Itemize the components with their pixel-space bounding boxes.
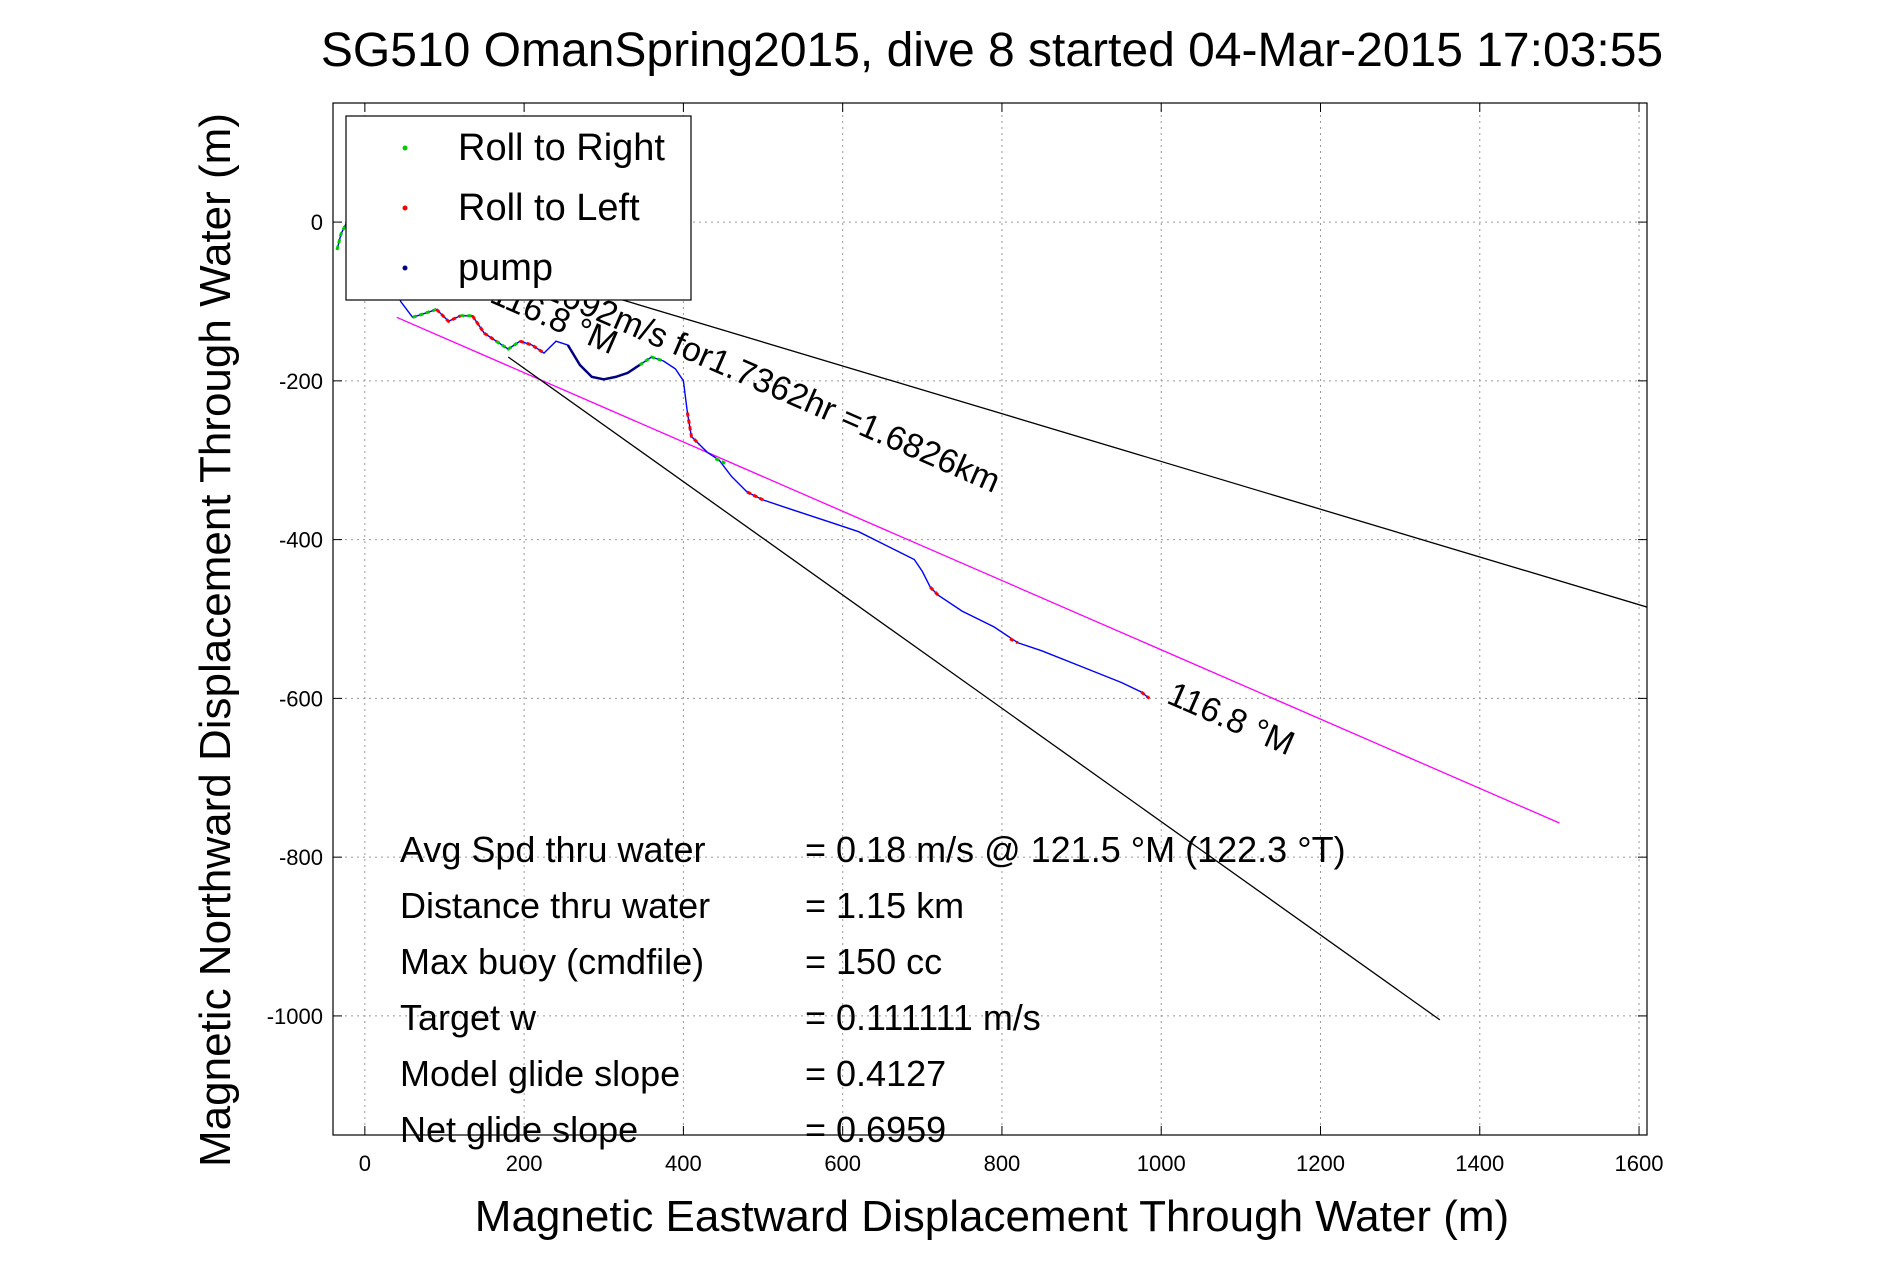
- grid: [333, 103, 1647, 1135]
- x-tick-label: 200: [506, 1151, 543, 1176]
- y-tick-label: -1000: [267, 1004, 323, 1029]
- x-tick-label: 1000: [1137, 1151, 1186, 1176]
- x-axis-label: Magnetic Eastward Displacement Through W…: [475, 1192, 1509, 1241]
- x-tick-label: 600: [824, 1151, 861, 1176]
- y-tick-label: 0: [311, 210, 323, 235]
- legend-marker: [402, 265, 408, 271]
- y-tick-label: -600: [279, 686, 323, 711]
- legend-label: Roll to Right: [458, 127, 665, 169]
- stat-label: Max buoy (cmdfile): [400, 941, 704, 982]
- roll-left-segment: [435, 308, 462, 324]
- roll-left-segment: [1009, 637, 1019, 645]
- stat-value: = 0.111111 m/s: [805, 997, 1041, 1038]
- y-tick-label: -200: [279, 369, 323, 394]
- stat-label: Net glide slope: [400, 1109, 638, 1150]
- roll-left-segment: [685, 412, 701, 446]
- x-tick-label: 1200: [1296, 1151, 1345, 1176]
- stat-value: = 0.18 m/s @ 121.5 °M (122.3 °T): [805, 829, 1346, 870]
- stat-value: = 0.6959: [805, 1109, 946, 1150]
- stat-value: = 1.15 km: [805, 885, 964, 926]
- stats-block: Avg Spd thru water = 0.18 m/s @ 121.5 °M …: [400, 829, 1346, 1150]
- roll-right-segment: [495, 339, 521, 351]
- x-tick-label: 800: [984, 1151, 1021, 1176]
- stat-label: Avg Spd thru water: [400, 829, 706, 870]
- pump-segment: [566, 344, 641, 381]
- legend: Roll to Right Roll to Left pump: [345, 115, 692, 301]
- roll-left-segment: [519, 339, 545, 355]
- y-tick-label: -800: [279, 845, 323, 870]
- y-axis-label: Magnetic Northward Displacement Through …: [191, 113, 240, 1167]
- legend-entries: Roll to Right Roll to Left pump: [402, 127, 665, 289]
- bound-lower: [507, 356, 1441, 1021]
- stat-label: Model glide slope: [400, 1053, 680, 1094]
- y-tick-label: -400: [279, 528, 323, 553]
- bearing-line: [396, 316, 1560, 824]
- legend-marker: [402, 205, 408, 211]
- roll-left-segment: [471, 314, 498, 343]
- roll-left-segment: [929, 586, 940, 597]
- axis-ticks: 0 200 400 600 800 1000 1200 1400 1600 -1000 -800 -6…: [267, 103, 1664, 1176]
- x-tick-label: 1600: [1615, 1151, 1664, 1176]
- roll-left-segment: [746, 490, 764, 502]
- legend-label: Roll to Left: [458, 187, 640, 229]
- stat-label: Distance thru water: [400, 885, 710, 926]
- legend-label: pump: [458, 247, 553, 289]
- stat-value: = 150 cc: [805, 941, 942, 982]
- roll-left-segment: [1140, 690, 1151, 700]
- legend-marker: [402, 145, 408, 151]
- roll-right-segment: [638, 355, 664, 367]
- x-tick-label: 1400: [1455, 1151, 1504, 1176]
- roll-right-segment: [714, 457, 728, 466]
- stat-value: = 0.4127: [805, 1053, 946, 1094]
- stat-label: Target w: [400, 997, 537, 1038]
- x-tick-label: 400: [665, 1151, 702, 1176]
- chart-title: SG510 OmanSpring2015, dive 8 started 04-…: [321, 24, 1663, 77]
- x-tick-label: 0: [359, 1151, 371, 1176]
- plot-frame: [332, 102, 1648, 1136]
- bound-upper: [547, 276, 1647, 608]
